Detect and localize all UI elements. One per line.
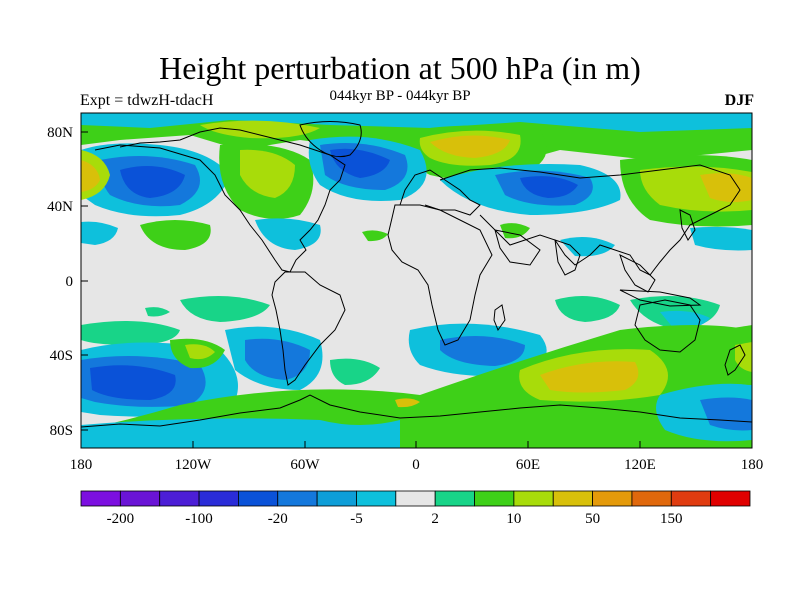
axis-ticks bbox=[80, 131, 753, 448]
colorbar-box bbox=[395, 490, 436, 507]
coast-south-america bbox=[271, 271, 346, 386]
colorbar-box bbox=[119, 490, 161, 507]
colorbar-box bbox=[316, 490, 357, 507]
coast-southeast-asia bbox=[619, 254, 656, 293]
coast-greenland bbox=[299, 121, 362, 158]
colorbar-box bbox=[198, 490, 239, 507]
contour-band-subtrop-cyan-2 bbox=[255, 218, 321, 250]
contour-band-ssub-green-1 bbox=[81, 321, 180, 345]
colorbar-box bbox=[356, 490, 397, 507]
colorbar-box bbox=[592, 490, 633, 507]
contour-band-so-yellow-3 bbox=[395, 398, 420, 408]
coast-asia bbox=[439, 164, 741, 276]
colorbar-label: 10 bbox=[506, 511, 521, 527]
contour-band-nz-green bbox=[716, 325, 752, 385]
contour-band-so-yellow-2 bbox=[540, 361, 639, 393]
y-axis-labels: 80N 40N 0 40S 80S bbox=[47, 125, 73, 439]
contour-band-sam-blue bbox=[245, 338, 310, 380]
coast-australia bbox=[634, 299, 701, 353]
contour-band-spac-yellow bbox=[185, 344, 215, 360]
contour-band-spac-deep bbox=[90, 365, 176, 400]
contour-band-np-west-gold bbox=[81, 160, 100, 192]
contour-band-ssub-green-3 bbox=[145, 307, 170, 317]
contour-band-eurasia-deep bbox=[520, 176, 578, 198]
colorbar-box bbox=[513, 490, 554, 507]
coast-new-zealand bbox=[724, 344, 746, 376]
x-tick-label: 120E bbox=[624, 457, 656, 473]
coast-africa bbox=[387, 204, 493, 346]
x-tick-label: 60E bbox=[516, 457, 540, 473]
coast-indonesia bbox=[619, 289, 702, 307]
contour-band-so-deep-east bbox=[700, 397, 752, 431]
season-label: DJF bbox=[724, 92, 754, 109]
contour-band-pacific-cyan-east bbox=[690, 226, 752, 251]
y-tick-label: 40S bbox=[50, 348, 73, 364]
colorbar-box bbox=[552, 490, 593, 507]
colorbar-label: -100 bbox=[185, 511, 213, 527]
coast-europe bbox=[399, 169, 481, 216]
colorbar-box bbox=[80, 490, 121, 507]
colorbar bbox=[80, 490, 751, 507]
colorbar-box bbox=[474, 490, 515, 507]
contour-band-nam-yellow bbox=[240, 149, 295, 198]
contour-field bbox=[81, 113, 752, 448]
colorbar-label: 2 bbox=[431, 511, 439, 527]
plot-title: Height perturbation at 500 hPa (in m) bbox=[159, 50, 641, 86]
y-tick-label: 0 bbox=[66, 274, 74, 290]
contour-band-arctic-yellowgreen bbox=[200, 120, 320, 139]
y-tick-label: 80S bbox=[50, 423, 73, 439]
contour-band-europe-gold bbox=[430, 135, 510, 158]
colorbar-label: -20 bbox=[268, 511, 288, 527]
colorbar-box bbox=[277, 490, 318, 507]
contour-band-subtrop-green-2 bbox=[362, 230, 388, 242]
contour-band-ssub-green-4 bbox=[555, 296, 620, 322]
coast-japan bbox=[679, 209, 696, 241]
colorbar-box bbox=[159, 490, 200, 507]
colorbar-box bbox=[710, 490, 751, 507]
colorbar-box bbox=[434, 490, 475, 507]
colorbar-label: 50 bbox=[585, 511, 600, 527]
contour-band-npac-deep bbox=[120, 166, 185, 198]
contour-band-easia-gold bbox=[700, 173, 752, 203]
x-axis-labels: 180 120W 60W 0 60E 120E 180 bbox=[70, 457, 764, 473]
coast-north-america bbox=[94, 127, 346, 273]
contour-band-subtrop-cyan-3 bbox=[560, 236, 615, 257]
colorbar-label: 150 bbox=[660, 511, 683, 527]
contour-band-arctic-cyan bbox=[81, 113, 752, 132]
colorbar-box bbox=[670, 490, 712, 507]
x-tick-label: 120W bbox=[175, 457, 213, 473]
x-tick-label: 60W bbox=[290, 457, 320, 473]
x-tick-label: 180 bbox=[70, 457, 93, 473]
y-tick-label: 40N bbox=[47, 199, 73, 215]
contour-band-subtrop-cyan-1 bbox=[81, 221, 118, 245]
contour-band-io-blue bbox=[440, 336, 525, 366]
y-tick-label: 80N bbox=[47, 125, 73, 141]
coastlines bbox=[81, 121, 752, 428]
x-tick-label: 180 bbox=[741, 457, 764, 473]
colorbar-label: -200 bbox=[107, 511, 135, 527]
contour-band-ssub-green-2 bbox=[180, 296, 270, 322]
x-tick-label: 0 bbox=[412, 457, 420, 473]
coast-antarctica bbox=[81, 394, 752, 428]
colorbar-label: -5 bbox=[350, 511, 363, 527]
coast-madagascar bbox=[493, 304, 506, 332]
contour-band-sam-green bbox=[330, 358, 380, 385]
contour-band-subtrop-green-3 bbox=[500, 223, 530, 239]
colorbar-labels: -200 -100 -20 -5 2 10 50 150 bbox=[107, 511, 683, 527]
period-label: 044kyr BP - 044kyr BP bbox=[329, 88, 471, 104]
colorbar-box bbox=[631, 490, 672, 507]
contour-band-subtrop-green-1 bbox=[140, 220, 211, 250]
experiment-label: Expt = tdwzH-tdacH bbox=[80, 92, 214, 109]
coast-arabia bbox=[494, 229, 541, 266]
coast-india bbox=[554, 239, 581, 276]
colorbar-box bbox=[238, 490, 279, 507]
